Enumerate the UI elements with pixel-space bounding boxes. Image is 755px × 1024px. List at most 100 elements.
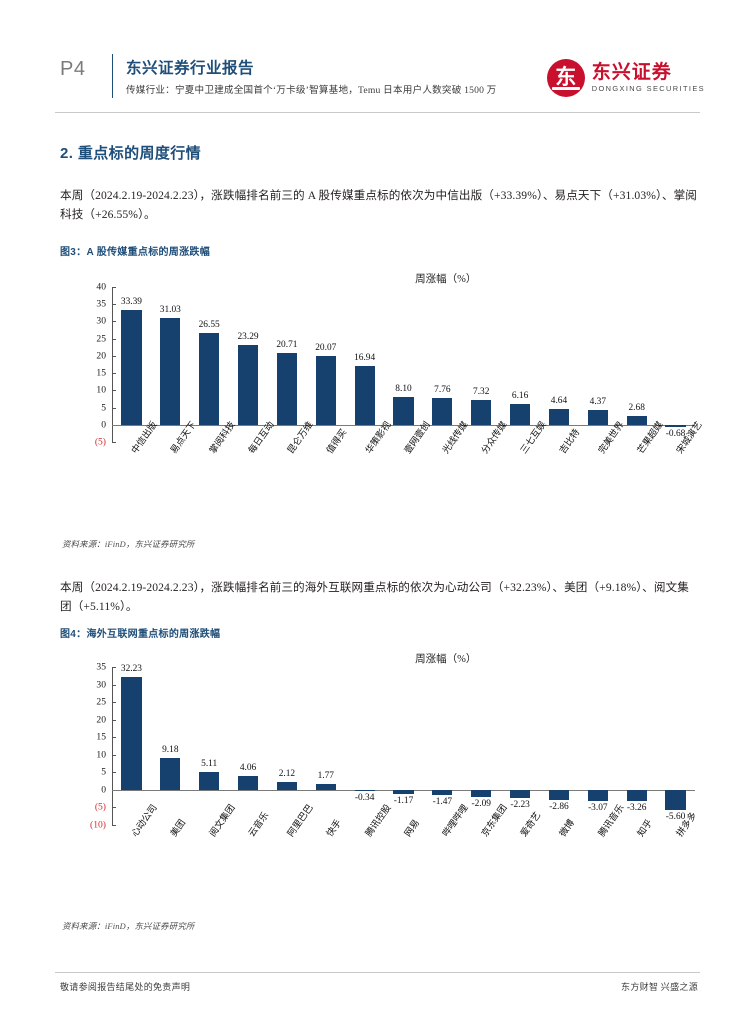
bar-value-label: 6.16 [511, 390, 529, 401]
bar [276, 353, 297, 425]
bar [432, 789, 453, 796]
chart-unit-label: 周涨幅（%） [415, 654, 477, 665]
figure-4-caption: 图4：海外互联网重点标的周涨跌幅 [60, 629, 221, 640]
x-axis-category-label: 值得买 [324, 427, 349, 456]
bar [471, 789, 492, 798]
y-axis-tick-label: (5) [94, 801, 106, 813]
x-axis-category-label: 吉比特 [557, 427, 582, 456]
bar [354, 366, 375, 425]
y-axis-tick-label: 20 [96, 350, 106, 362]
company-logo: 东 东兴证券 DONGXING SECURITIES [546, 56, 705, 100]
bar-value-label: 9.18 [162, 744, 179, 755]
x-axis-category-label: 美团 [168, 817, 188, 839]
x-axis-category-label: 腾讯控股 [363, 802, 393, 839]
zero-baseline [112, 424, 695, 426]
y-axis [112, 667, 113, 825]
bar [432, 398, 453, 425]
page-header: P4 东兴证券行业报告 传媒行业：宁夏中卫建成全国首个‘万卡级’智算基地，Tem… [0, 52, 755, 104]
logo-mark-icon: 东 [546, 59, 585, 97]
bar-value-label: 20.71 [276, 340, 298, 351]
y-axis-tick-mark [112, 772, 116, 774]
y-axis-tick-label: 5 [101, 766, 106, 778]
paragraph-a-share: 本周（2024.2.19-2024.2.23），涨跌幅排名前三的 A 股传媒重点… [60, 189, 697, 221]
figure-4-chart: 周涨幅（%） 35 30 25 20 15 10 5 0 (5) (10) 32.23 心动公司 9.18… [60, 645, 705, 913]
bar [199, 333, 220, 425]
y-axis-tick-label: (10) [90, 819, 106, 831]
bar [199, 771, 220, 790]
header-hairline [55, 112, 700, 113]
figure-3-chart: 周涨幅（%） 40 35 30 25 20 15 10 5 0 (5) 33.39 中信出版 31.03 易… [60, 265, 705, 530]
x-axis-category-label: 微博 [557, 817, 577, 839]
bar-value-label: -5.60 [665, 811, 686, 822]
y-axis-tick-mark [112, 442, 116, 443]
y-axis-tick-mark [112, 304, 116, 306]
logo-name-cn: 东兴证券 [591, 61, 672, 83]
bar-value-label: 7.76 [434, 385, 451, 396]
bar [548, 789, 570, 800]
header-divider [112, 54, 113, 98]
y-axis-tick-label: 40 [96, 281, 106, 293]
bar [509, 789, 531, 798]
x-axis-category-label: 网易 [401, 817, 421, 839]
bar [237, 344, 259, 425]
y-axis-tick-label: 35 [96, 661, 106, 673]
bar-value-label: -0.68 [665, 429, 686, 440]
y-axis-tick-mark [112, 684, 116, 686]
y-axis-tick-label: 10 [96, 749, 106, 761]
x-axis-category-label: 阿里巴巴 [285, 802, 315, 839]
bar [626, 789, 647, 802]
y-axis-tick-label: 25 [96, 696, 106, 708]
bar [587, 789, 608, 801]
y-axis-tick-mark [112, 407, 116, 409]
x-axis-category-label: 阅文集团 [207, 802, 237, 839]
bar [160, 757, 181, 790]
bar-value-label: -2.09 [471, 799, 491, 810]
footer-slogan: 东方财智 兴盛之源 [621, 982, 698, 992]
y-axis-tick-label: 25 [96, 333, 106, 345]
y-axis-tick-label: 20 [96, 714, 106, 726]
x-axis-category-label: 知乎 [635, 817, 654, 839]
section-heading: 2. 重点标的周度行情 [60, 145, 202, 162]
bar-value-label: 2.68 [628, 402, 645, 413]
bar [471, 399, 492, 425]
bar [315, 783, 336, 790]
bar-value-label: -0.34 [354, 793, 375, 804]
figure-4-source: 资料来源：iFinD，东兴证券研究所 [62, 922, 195, 931]
y-axis-tick-mark [112, 287, 116, 288]
y-axis-tick-label: 0 [101, 784, 106, 796]
bar-value-label: 31.03 [159, 304, 181, 315]
bar-value-label: 4.06 [239, 762, 257, 773]
bar-value-label: -3.07 [588, 802, 608, 813]
page-number: P4 [60, 58, 86, 80]
x-axis-category-label: 爱奇艺 [518, 810, 543, 839]
report-title: 东兴证券行业报告 [126, 60, 255, 77]
bar-value-label: 4.64 [550, 395, 568, 406]
bar-value-label: 32.23 [120, 663, 142, 674]
y-axis-tick-mark [112, 807, 116, 809]
bar-value-label: -1.47 [432, 797, 453, 808]
figure-3-caption: 图3：A 股传媒重点标的周涨跌幅 [60, 247, 210, 258]
bar [626, 415, 647, 425]
bar-value-label: -1.17 [393, 795, 414, 806]
bar [509, 403, 531, 425]
y-axis-tick-mark [112, 338, 116, 340]
bar-value-label: 16.94 [354, 353, 376, 364]
bar-value-label: -2.86 [549, 801, 569, 812]
y-axis-tick-label: 5 [101, 402, 106, 414]
bar-value-label: 4.37 [589, 396, 607, 407]
bar [160, 317, 181, 425]
y-axis-tick-label: 30 [96, 679, 106, 691]
y-axis-tick-mark [112, 702, 116, 704]
bar-value-label: 7.32 [473, 386, 490, 397]
bar [665, 789, 686, 810]
bar [393, 396, 414, 425]
x-axis-category-label: 快手 [324, 817, 343, 839]
bar [587, 409, 608, 425]
y-axis-tick-mark [112, 321, 116, 323]
x-axis-category-label: 云音乐 [246, 810, 271, 839]
bar [665, 424, 686, 428]
footer-hairline [55, 972, 700, 973]
bar-value-label: 26.55 [198, 320, 220, 331]
bar-value-label: -3.26 [626, 803, 647, 814]
